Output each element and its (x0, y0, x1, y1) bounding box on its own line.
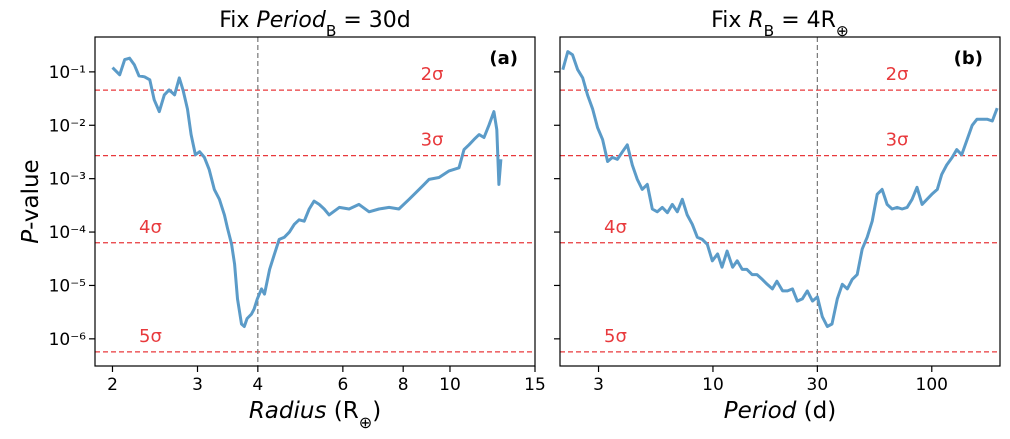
x-axis-title: Radius (R⊕) (249, 398, 381, 432)
text-part: B (326, 22, 337, 40)
p-value-line (111, 56, 503, 328)
x-tick-label: 10 (702, 375, 724, 395)
threshold-label: 4σ (604, 217, 627, 238)
threshold-label: 5σ (604, 326, 627, 347)
text-part: B (764, 22, 775, 40)
threshold-label: 5σ (139, 326, 162, 347)
y-tick-label: 10⁻⁴ (49, 223, 87, 243)
text-part: P (18, 230, 44, 244)
x-tick-label: 15 (524, 375, 546, 395)
text-part: (d) (796, 398, 836, 424)
text-part: Fix (711, 8, 748, 33)
x-tick-label: 6 (337, 375, 348, 395)
text-part: ⊕ (836, 22, 849, 40)
text-part: (R (326, 398, 358, 424)
text-part: Radius (249, 398, 327, 424)
x-tick-label: 10 (439, 375, 461, 395)
y-tick-label: 10⁻⁶ (49, 330, 87, 350)
threshold-label: 2σ (421, 64, 444, 85)
panel-title: Fix RB = 4R⊕ (711, 8, 849, 40)
text-part: Period (256, 8, 326, 33)
text-part: ⊕ (359, 413, 373, 432)
y-tick-label: 10⁻² (49, 116, 86, 136)
x-tick-label: 2 (107, 375, 118, 395)
x-tick-label: 3 (593, 375, 604, 395)
panel-title: Fix PeriodB = 30d (219, 8, 411, 40)
x-tick-label: 3 (192, 375, 203, 395)
x-tick-label: 4 (252, 375, 263, 395)
threshold-label: 2σ (886, 64, 909, 85)
text-part: -value (18, 159, 44, 230)
y-axis-title: P-value (18, 159, 44, 243)
text-part: R (748, 8, 763, 33)
text-part: = 4R (774, 8, 836, 33)
plot-frame (559, 36, 1001, 367)
x-axis-title: Period (d) (724, 398, 836, 424)
y-tick-label: 10⁻³ (49, 170, 86, 190)
plot-frame (94, 36, 536, 367)
panel: 2σ 3σ 4σ 5σ 3 10 30 100 Fix RB = 4R⊕ Period (d) (b… (554, 8, 1001, 424)
text-part: Fix (219, 8, 256, 33)
text-part: Period (724, 398, 797, 424)
y-tick-label: 10⁻⁵ (49, 276, 86, 296)
threshold-label: 3σ (421, 130, 444, 151)
panel-label: (a) (489, 48, 518, 69)
x-tick-label: 30 (807, 375, 829, 395)
panel: 2σ 3σ 4σ 5σ 2 3 4 6 8 10 15 10⁻⁶ 10⁻⁵ 10⁻⁴ 10⁻³ 10⁻² 10⁻… (18, 8, 546, 432)
threshold-label: 3σ (886, 130, 909, 151)
p-value-line (561, 50, 999, 328)
text-part: = 30d (336, 8, 410, 33)
y-tick-label: 10⁻¹ (49, 63, 86, 83)
threshold-label: 4σ (139, 217, 162, 238)
x-tick-label: 8 (398, 375, 409, 395)
text-part: ) (372, 398, 381, 424)
x-tick-label: 100 (916, 375, 948, 395)
panel-label: (b) (954, 48, 983, 69)
